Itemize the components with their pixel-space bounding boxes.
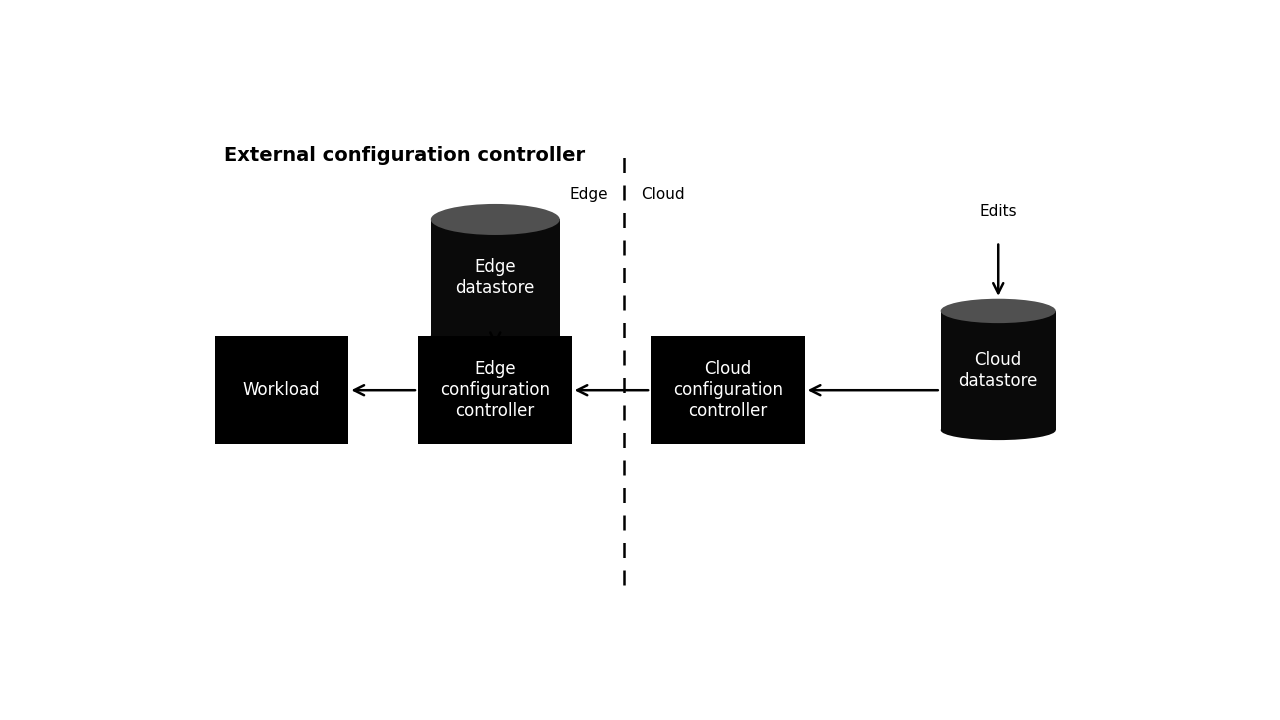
Text: Cloud
datastore: Cloud datastore (959, 351, 1038, 390)
Ellipse shape (431, 204, 559, 235)
FancyBboxPatch shape (652, 336, 805, 444)
Text: Cloud: Cloud (641, 187, 685, 202)
Polygon shape (431, 220, 559, 336)
Text: Edits: Edits (979, 204, 1018, 220)
Polygon shape (941, 311, 1056, 430)
Text: Edge
datastore: Edge datastore (456, 258, 535, 297)
Text: Edge
configuration
controller: Edge configuration controller (440, 360, 550, 420)
Ellipse shape (431, 324, 559, 348)
Text: External configuration controller: External configuration controller (224, 146, 586, 165)
Ellipse shape (941, 420, 1056, 440)
Text: Workload: Workload (243, 381, 320, 399)
Text: Cloud
configuration
controller: Cloud configuration controller (673, 360, 783, 420)
Ellipse shape (941, 299, 1056, 323)
FancyBboxPatch shape (417, 336, 572, 444)
FancyBboxPatch shape (215, 336, 348, 444)
Text: Edge: Edge (570, 187, 608, 202)
